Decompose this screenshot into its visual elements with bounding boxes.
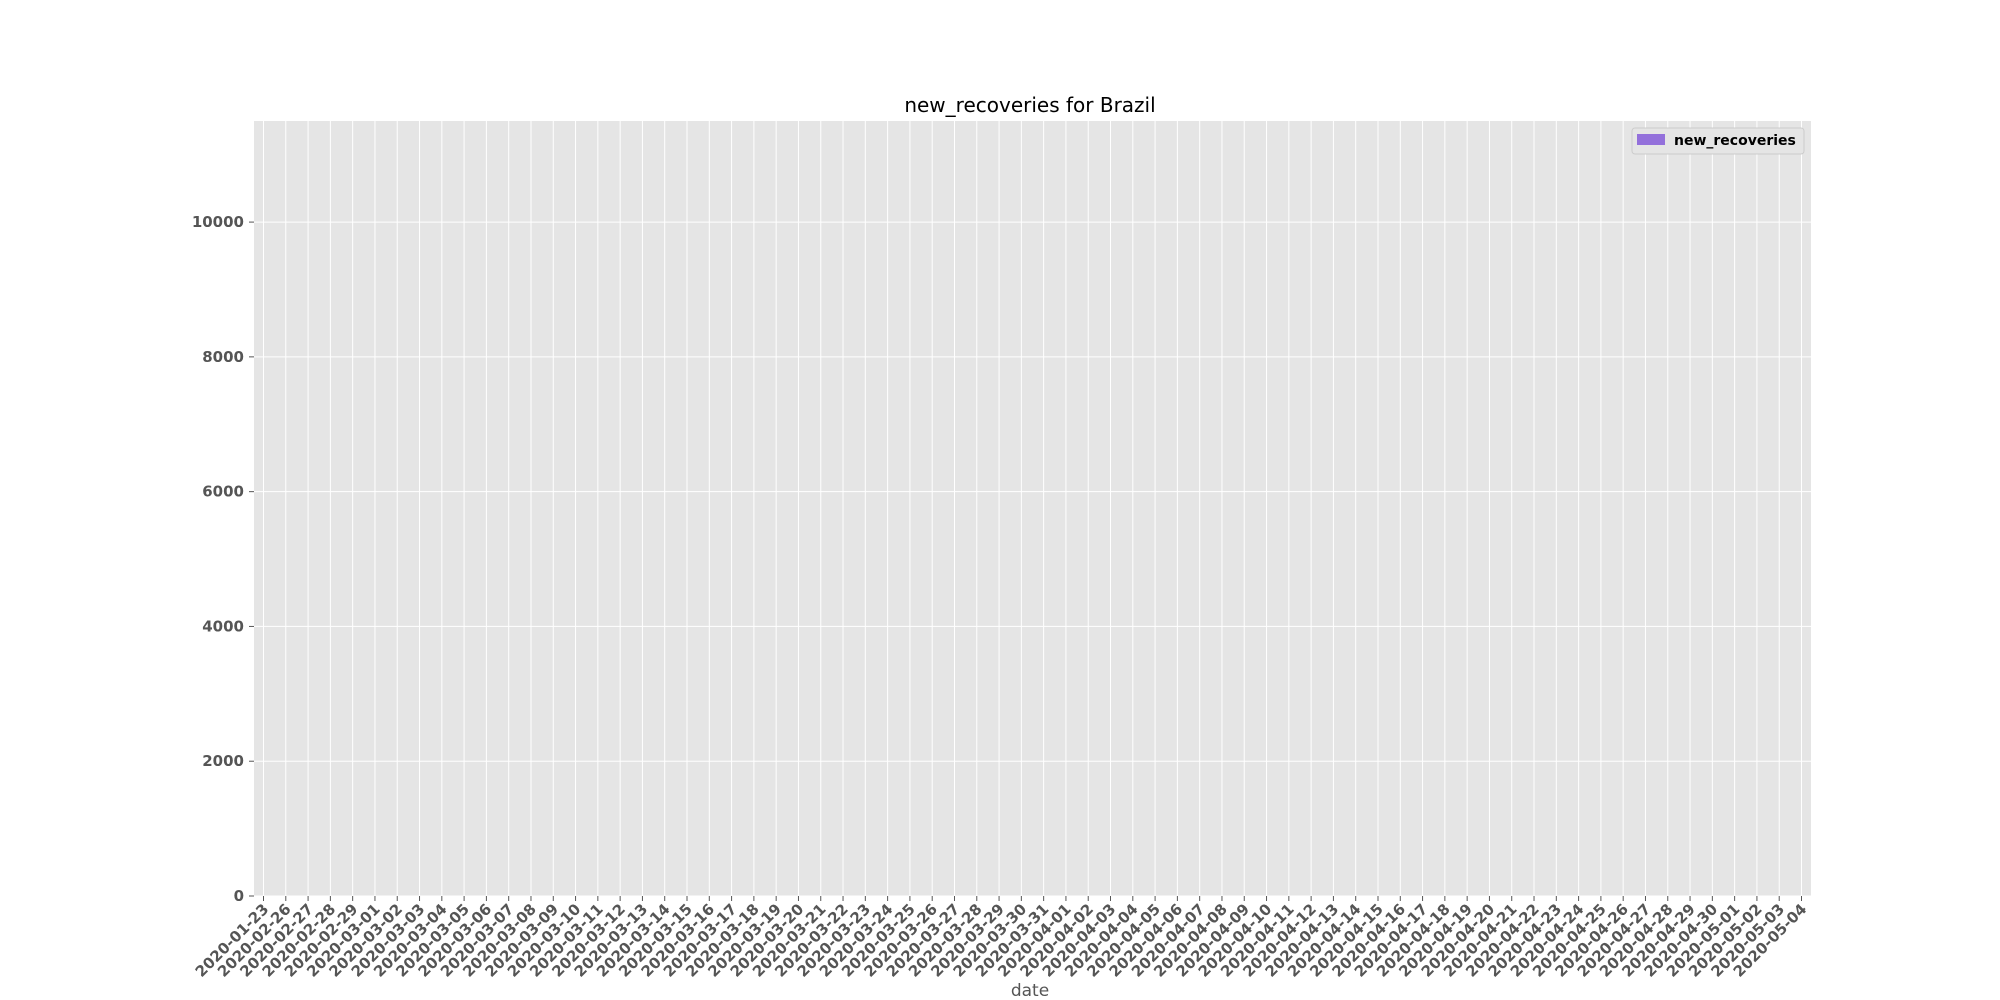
y-tick-label: 0 xyxy=(234,887,244,905)
y-tick-label: 4000 xyxy=(202,617,244,635)
gridlines xyxy=(254,121,1811,897)
legend-label: new_recoveries xyxy=(1674,133,1796,149)
y-tick-label: 10000 xyxy=(192,213,244,231)
y-tick-label: 2000 xyxy=(202,752,244,770)
chart-title: new_recoveries for Brazil xyxy=(904,93,1155,117)
x-axis-ticks: 2020-01-232020-02-262020-02-272020-02-28… xyxy=(192,896,1810,981)
plot-area xyxy=(254,121,1811,896)
y-tick-label: 8000 xyxy=(202,348,244,366)
y-axis-ticks: 0 2000 4000 6000 8000 10000 xyxy=(192,213,254,905)
x-axis-label: date xyxy=(1011,981,1049,1000)
legend-swatch xyxy=(1637,134,1665,145)
legend: new_recoveries xyxy=(1631,127,1805,155)
legend-box xyxy=(1631,127,1805,155)
y-tick-label: 6000 xyxy=(202,483,244,501)
